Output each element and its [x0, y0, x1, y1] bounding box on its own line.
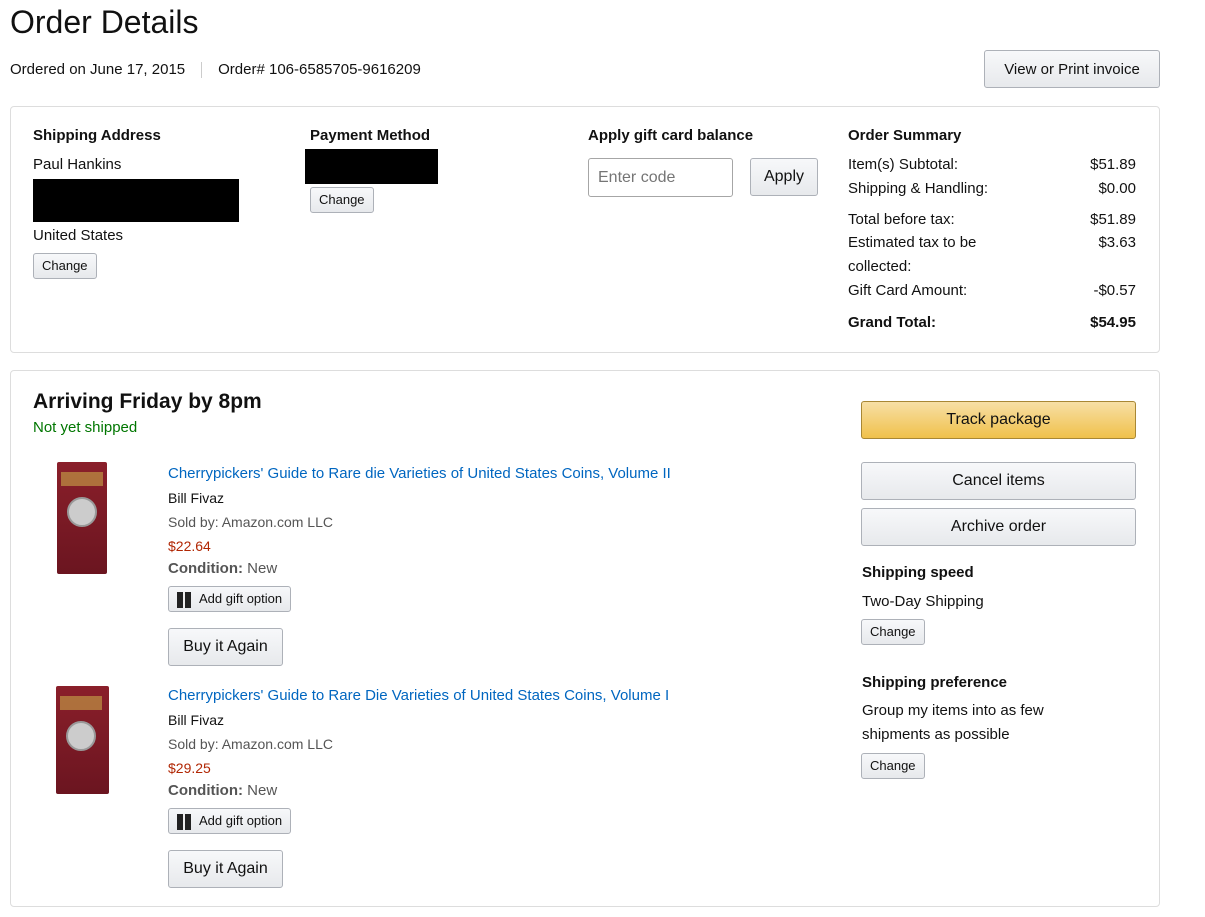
change-payment-button[interactable]: Change [310, 187, 374, 213]
summary-value: $3.63 [1098, 234, 1136, 251]
divider [201, 61, 203, 78]
page-title: Order Details [10, 4, 199, 40]
add-gift-option-button[interactable]: Add gift option [168, 586, 292, 612]
shipping-speed-heading: Shipping speed [862, 564, 974, 581]
arrival-heading: Arriving Friday by 8pm [33, 390, 262, 413]
product-title-link[interactable]: Cherrypickers' Guide to Rare Die Varieti… [168, 687, 670, 704]
sold-by: Sold by: Amazon.com LLC [168, 514, 333, 530]
change-address-button[interactable]: Change [33, 253, 97, 279]
grand-total-label: Grand Total: [848, 314, 937, 331]
shipping-status: Not yet shipped [33, 419, 138, 436]
summary-label: Gift Card Amount: [848, 282, 968, 299]
order-info-panel [10, 106, 1160, 353]
summary-value: $51.89 [1090, 211, 1136, 228]
shipping-preference-heading: Shipping preference [862, 674, 1008, 691]
grand-total-row: Grand Total: $54.95 [848, 314, 1136, 331]
grand-total-value: $54.95 [1090, 314, 1136, 331]
gift-label: Add gift option [199, 591, 283, 606]
gift-icon [177, 813, 191, 830]
condition-value: New [247, 560, 278, 577]
gift-card-heading: Apply gift card balance [588, 127, 754, 144]
redacted-payment [305, 149, 438, 184]
cancel-items-button[interactable]: Cancel items [861, 462, 1136, 500]
view-print-invoice-button[interactable]: View or Print invoice [984, 50, 1160, 88]
summary-row: Gift Card Amount: -$0.57 [848, 282, 1136, 299]
order-summary-heading: Order Summary [848, 127, 962, 144]
summary-value: $51.89 [1090, 156, 1136, 173]
redacted-address [33, 179, 239, 222]
shipping-preference-value: Group my items into as few shipments as … [862, 702, 1044, 743]
gift-icon [177, 591, 191, 608]
shipping-speed-value: Two-Day Shipping [862, 593, 984, 610]
product-price: $29.25 [168, 760, 211, 776]
condition-value: New [247, 782, 278, 799]
product-image[interactable] [57, 462, 107, 574]
track-package-button[interactable]: Track package [861, 401, 1136, 439]
product-author: Bill Fivaz [168, 490, 225, 506]
summary-label: Shipping & Handling: [848, 180, 989, 197]
product-image[interactable] [56, 686, 109, 794]
payment-heading: Payment Method [310, 127, 431, 144]
order-number: Order# 106-6585705-9616209 [218, 61, 421, 78]
summary-value: $0.00 [1098, 180, 1136, 197]
shipment-panel [10, 370, 1160, 907]
product-price: $22.64 [168, 538, 211, 554]
summary-label: Item(s) Subtotal: [848, 156, 959, 173]
change-speed-button[interactable]: Change [861, 619, 925, 645]
product-author: Bill Fivaz [168, 712, 225, 728]
add-gift-option-button[interactable]: Add gift option [168, 808, 292, 834]
apply-button[interactable]: Apply [750, 158, 818, 196]
shipping-name: Paul Hankins [33, 156, 122, 173]
order-date: Ordered on June 17, 2015 [10, 61, 186, 78]
summary-row: Estimated tax to be collected: $3.63 [848, 234, 1136, 279]
order-meta: Ordered on June 17, 2015 Order# 106-6585… [10, 61, 421, 78]
buy-again-button[interactable]: Buy it Again [168, 850, 283, 888]
condition-label: Condition: [168, 782, 243, 799]
change-preference-button[interactable]: Change [861, 753, 925, 779]
summary-row: Item(s) Subtotal: $51.89 [848, 156, 1136, 173]
condition-label: Condition: [168, 560, 243, 577]
sold-by: Sold by: Amazon.com LLC [168, 736, 333, 752]
shipping-address-heading: Shipping Address [33, 127, 161, 144]
summary-value: -$0.57 [1093, 282, 1136, 299]
summary-row: Total before tax: $51.89 [848, 211, 1136, 228]
archive-order-button[interactable]: Archive order [861, 508, 1136, 546]
buy-again-button[interactable]: Buy it Again [168, 628, 283, 666]
gift-label: Add gift option [199, 813, 283, 828]
shipping-country: United States [33, 227, 124, 244]
summary-row: Shipping & Handling: $0.00 [848, 180, 1136, 197]
gift-code-input[interactable] [588, 158, 733, 197]
summary-label: Total before tax: [848, 211, 955, 228]
summary-label: Estimated tax to be collected: [848, 234, 977, 275]
product-title-link[interactable]: Cherrypickers' Guide to Rare die Varieti… [168, 465, 671, 482]
